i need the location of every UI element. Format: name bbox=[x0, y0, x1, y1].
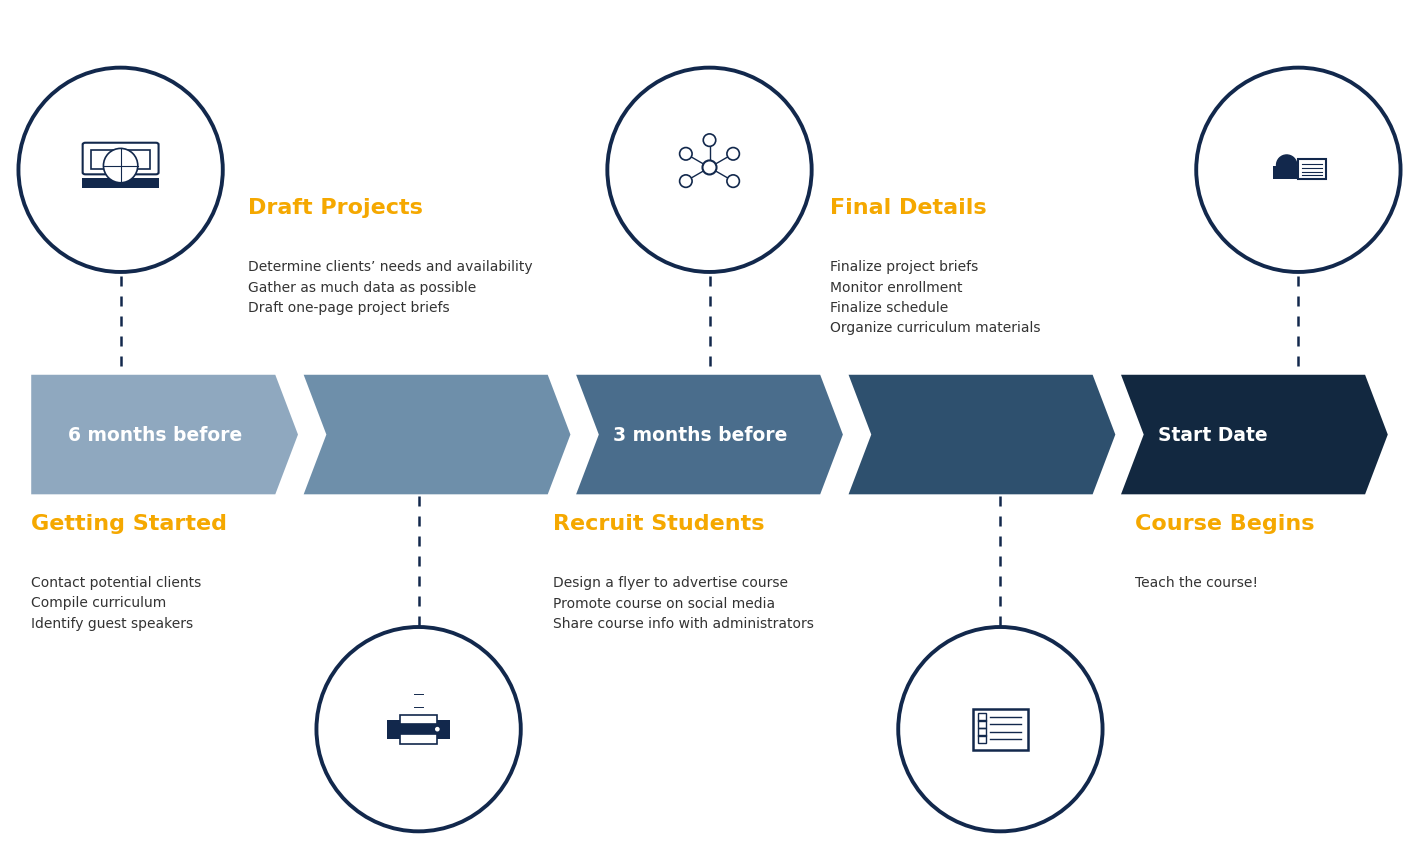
Text: Final Details: Final Details bbox=[830, 198, 986, 218]
Text: Draft Projects: Draft Projects bbox=[248, 198, 423, 218]
Ellipse shape bbox=[1196, 68, 1401, 273]
Text: Course Begins: Course Begins bbox=[1135, 514, 1314, 533]
Text: Recruit Students: Recruit Students bbox=[553, 514, 765, 533]
Polygon shape bbox=[304, 375, 570, 495]
Text: Getting Started: Getting Started bbox=[31, 514, 227, 533]
Text: 3 months before: 3 months before bbox=[613, 426, 788, 444]
Text: Design a flyer to advertise course
Promote course on social media
Share course i: Design a flyer to advertise course Promo… bbox=[553, 576, 815, 630]
Ellipse shape bbox=[702, 161, 717, 175]
Bar bbox=[400, 715, 437, 724]
Text: 6 months before: 6 months before bbox=[68, 426, 243, 444]
Bar bbox=[978, 721, 986, 728]
Bar bbox=[978, 728, 986, 735]
Bar bbox=[978, 735, 986, 743]
Text: Contact potential clients
Compile curriculum
Identify guest speakers: Contact potential clients Compile curric… bbox=[31, 576, 201, 630]
Text: Determine clients’ needs and availability
Gather as much data as possible
Draft : Determine clients’ needs and availabilit… bbox=[248, 260, 534, 314]
Bar bbox=[973, 709, 1027, 750]
Bar bbox=[82, 178, 159, 189]
Ellipse shape bbox=[680, 148, 692, 161]
Ellipse shape bbox=[704, 135, 715, 148]
Bar bbox=[978, 713, 986, 721]
Ellipse shape bbox=[607, 68, 812, 273]
Ellipse shape bbox=[898, 627, 1103, 832]
Bar bbox=[400, 734, 437, 744]
Text: Teach the course!: Teach the course! bbox=[1135, 576, 1259, 589]
Bar bbox=[1298, 160, 1325, 180]
Ellipse shape bbox=[104, 149, 138, 183]
Polygon shape bbox=[849, 375, 1115, 495]
Bar bbox=[387, 720, 450, 739]
Bar bbox=[91, 150, 150, 170]
Bar bbox=[115, 173, 126, 180]
Ellipse shape bbox=[727, 176, 739, 189]
Text: Start Date: Start Date bbox=[1158, 426, 1267, 444]
Polygon shape bbox=[1121, 375, 1388, 495]
Ellipse shape bbox=[436, 727, 440, 732]
Ellipse shape bbox=[316, 627, 521, 832]
Ellipse shape bbox=[18, 68, 223, 273]
Ellipse shape bbox=[727, 148, 739, 161]
Bar bbox=[1273, 167, 1300, 180]
Polygon shape bbox=[576, 375, 843, 495]
Ellipse shape bbox=[680, 176, 692, 189]
Text: Finalize project briefs
Monitor enrollment
Finalize schedule
Organize curriculum: Finalize project briefs Monitor enrollme… bbox=[830, 260, 1040, 334]
Ellipse shape bbox=[1277, 156, 1297, 176]
FancyBboxPatch shape bbox=[82, 143, 159, 175]
Polygon shape bbox=[31, 375, 298, 495]
